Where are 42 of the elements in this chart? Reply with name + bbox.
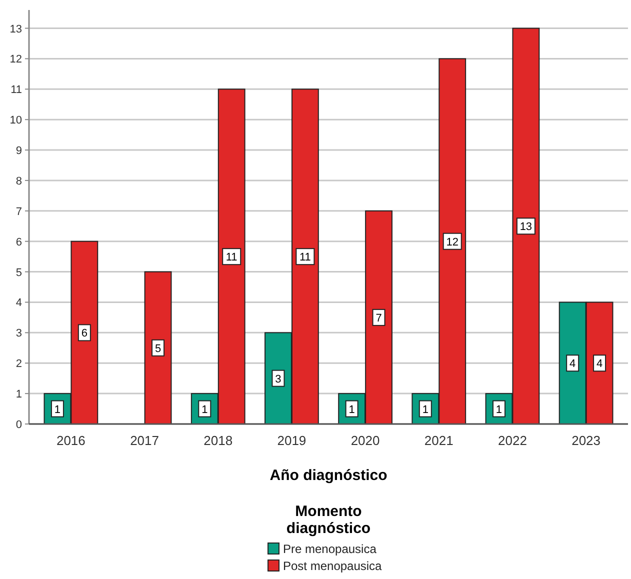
- y-tick-label: 13: [10, 23, 22, 36]
- y-tick-label: 12: [10, 54, 22, 66]
- data-label: 11: [226, 252, 238, 264]
- y-tick-label: 6: [16, 236, 22, 248]
- data-label: 1: [202, 404, 208, 416]
- data-label: 5: [154, 342, 162, 355]
- data-label: 1: [422, 404, 428, 416]
- bar: [144, 271, 172, 424]
- data-label: 11: [299, 252, 311, 264]
- y-tick-label: 5: [16, 266, 22, 279]
- x-tick-label: 2023: [572, 433, 601, 448]
- y-tick-label: 11: [10, 84, 22, 96]
- x-tick-label: 2018: [204, 433, 233, 448]
- y-tick-label: 0: [16, 419, 22, 431]
- y-tick-label: 2: [16, 358, 22, 370]
- x-tick-label: 2019: [277, 433, 306, 448]
- data-label: 12: [446, 236, 458, 248]
- y-tick-label: 1: [16, 388, 22, 401]
- data-label: 1: [348, 404, 355, 416]
- data-label: 4: [596, 358, 603, 370]
- x-tick-label: 2016: [56, 433, 86, 448]
- y-tick-label: 3: [16, 328, 22, 340]
- y-tick-label: 7: [16, 206, 22, 218]
- y-tick-label: 9: [16, 145, 22, 158]
- y-tick-label: 8: [16, 175, 22, 188]
- data-label: 6: [81, 328, 88, 340]
- y-tick-label: 4: [16, 297, 22, 310]
- legend-label: Pre menopausica: [283, 542, 377, 556]
- data-label: 4: [570, 358, 576, 370]
- y-tick-label: 10: [10, 114, 22, 127]
- x-tick-label: 2021: [424, 433, 454, 448]
- data-label: 13: [520, 221, 532, 234]
- x-tick-label: 2017: [130, 433, 159, 448]
- data-label: 1: [496, 404, 502, 416]
- legend-title: Momento diagnóstico: [286, 503, 371, 537]
- x-axis-title: Año diagnóstico: [270, 467, 388, 484]
- data-label: 3: [275, 373, 282, 386]
- x-tick-label: 2020: [350, 433, 380, 448]
- data-label: 7: [376, 312, 382, 324]
- legend-label: Post menopausica: [283, 559, 382, 573]
- x-tick-label: 2022: [498, 433, 527, 448]
- data-label: 1: [54, 404, 61, 416]
